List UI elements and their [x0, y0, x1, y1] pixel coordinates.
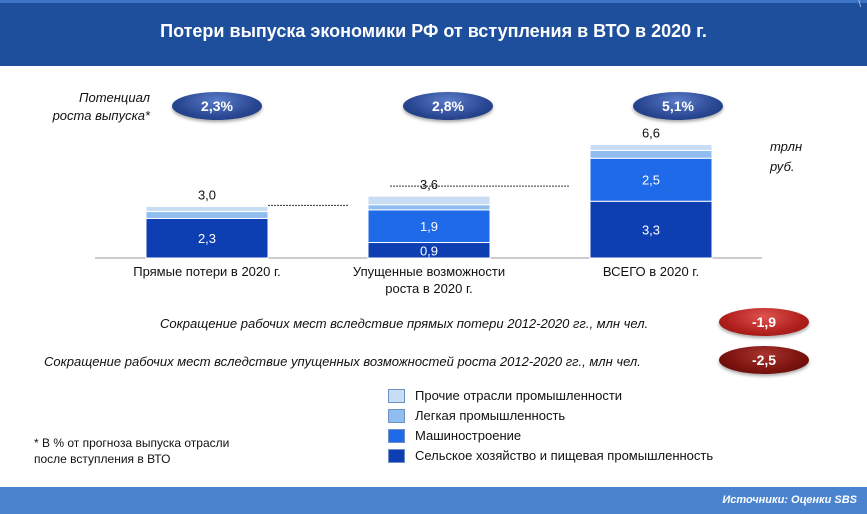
bar-value-label: 1,9: [420, 219, 438, 234]
category-label: роста в 2020 г.: [385, 281, 472, 296]
legend-label: Сельское хозяйство и пищевая промышленно…: [415, 448, 714, 463]
bar-segment: [145, 217, 269, 259]
job-cut-direct-value: -1,9: [719, 308, 809, 336]
header-mark: \: [858, 0, 861, 10]
bar-value-label: 2,5: [642, 173, 660, 188]
legend-label: Машиностроение: [415, 428, 522, 443]
bar-segment: [367, 209, 491, 244]
category-label: Упущенные возможности: [353, 264, 505, 279]
legend-swatch: [388, 389, 405, 403]
bar-segment: [367, 204, 491, 211]
growth-badge-missed: 2,8%: [403, 92, 493, 120]
legend-label: Легкая промышленность: [415, 408, 566, 423]
source-note: Источники: Оценки SBS: [722, 494, 857, 506]
growth-badge-direct: 2,3%: [172, 92, 262, 120]
unit-label: трлн руб.: [770, 137, 802, 177]
bar-segment: [145, 205, 269, 213]
potential-label-line2: роста выпуска*: [52, 108, 150, 123]
category-label: ВСЕГО в 2020 г.: [603, 264, 699, 279]
bar-total-label: 3,0: [198, 187, 216, 202]
potential-label: Потенциал роста выпуска*: [40, 89, 150, 125]
footnote-line2: после вступления в ВТО: [34, 452, 171, 466]
job-cut-direct-label: Сокращение рабочих мест вследствие прямы…: [160, 316, 649, 331]
bar-chart: 2,3 3,0 Прямые потери в 2020 г. 0,9 1,9 3,6 Уп…: [95, 125, 762, 296]
potential-label-line1: Потенциал: [79, 90, 150, 105]
footnote: * В % от прогноза выпуска отрасли после …: [34, 435, 229, 467]
bar-total-label: 3,6: [420, 177, 438, 192]
bar-total-label: 6,6: [642, 125, 660, 140]
bar-segment: [589, 143, 713, 151]
category-label: Прямые потери в 2020 г.: [133, 264, 281, 279]
legend-swatch: [388, 429, 405, 443]
legend-swatch: [388, 449, 405, 463]
footer-bar: Источники: Оценки SBS: [0, 487, 867, 514]
page-title: Потери выпуска экономики РФ от вступлени…: [160, 21, 707, 41]
growth-badge-total: 5,1%: [633, 92, 723, 120]
unit-label-line1: трлн: [770, 139, 803, 154]
footnote-line1: * В % от прогноза выпуска отрасли: [34, 436, 230, 450]
bar-segment: [145, 211, 269, 219]
bar-segment: [589, 150, 713, 159]
bar-segment: [367, 195, 491, 206]
unit-label-line2: руб.: [770, 159, 795, 174]
bar-segment: [589, 200, 713, 259]
bar-value-label: 3,3: [642, 223, 660, 238]
legend-swatch: [388, 409, 405, 423]
job-cut-missed-label: Сокращение рабочих мест вследствие упуще…: [44, 354, 641, 369]
bar-value-label: 0,9: [420, 243, 438, 258]
header-bar: Потери выпуска экономики РФ от вступлени…: [0, 0, 867, 66]
job-cut-missed-value: -2,5: [719, 346, 809, 374]
bar-value-label: 2,3: [198, 231, 216, 246]
legend-label: Прочие отрасли промышленности: [415, 388, 623, 403]
